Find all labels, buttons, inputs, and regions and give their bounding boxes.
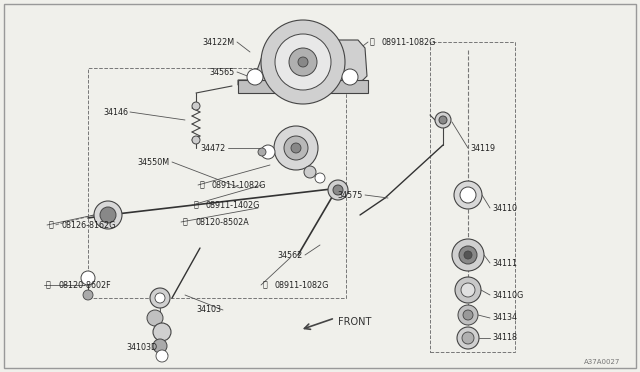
Circle shape: [261, 145, 275, 159]
Polygon shape: [238, 80, 368, 93]
Text: Ⓑ: Ⓑ: [183, 218, 188, 227]
Text: 08911-1082G: 08911-1082G: [212, 180, 266, 189]
Circle shape: [247, 69, 263, 85]
Circle shape: [261, 20, 345, 104]
Bar: [430, 42, 515, 352]
Circle shape: [156, 350, 168, 362]
Circle shape: [342, 69, 358, 85]
Text: 34550M: 34550M: [138, 157, 170, 167]
Text: Ⓝ: Ⓝ: [200, 180, 205, 189]
Circle shape: [455, 277, 481, 303]
Circle shape: [291, 143, 301, 153]
Circle shape: [192, 102, 200, 110]
Text: Ⓑ: Ⓑ: [49, 221, 54, 230]
Circle shape: [464, 251, 472, 259]
Circle shape: [461, 283, 475, 297]
Circle shape: [289, 48, 317, 76]
Text: Ⓝ: Ⓝ: [194, 201, 199, 209]
Text: 34118: 34118: [492, 334, 517, 343]
Text: 08911-1082G: 08911-1082G: [275, 280, 330, 289]
Circle shape: [304, 166, 316, 178]
Circle shape: [463, 310, 473, 320]
Circle shape: [150, 288, 170, 308]
Text: 34134: 34134: [492, 314, 517, 323]
Bar: [88, 68, 346, 298]
Circle shape: [258, 148, 266, 156]
Circle shape: [94, 201, 122, 229]
Circle shape: [439, 116, 447, 124]
Text: Ⓝ: Ⓝ: [370, 38, 375, 46]
Text: 08911-1402G: 08911-1402G: [206, 201, 260, 209]
Polygon shape: [238, 40, 367, 85]
Circle shape: [452, 239, 484, 271]
Text: 34565: 34565: [210, 67, 235, 77]
Circle shape: [462, 332, 474, 344]
Text: 34111: 34111: [492, 259, 517, 267]
Circle shape: [83, 290, 93, 300]
Text: 08120-8502A: 08120-8502A: [195, 218, 249, 227]
Circle shape: [274, 126, 318, 170]
Text: 34562: 34562: [278, 250, 303, 260]
Circle shape: [155, 293, 165, 303]
Text: 34472: 34472: [201, 144, 226, 153]
Circle shape: [100, 207, 116, 223]
Circle shape: [315, 173, 325, 183]
Circle shape: [298, 57, 308, 67]
Text: Ⓝ: Ⓝ: [263, 280, 268, 289]
Circle shape: [459, 246, 477, 264]
Circle shape: [435, 112, 451, 128]
Text: A37A0027: A37A0027: [584, 359, 620, 365]
Text: 34110G: 34110G: [492, 291, 524, 299]
Text: Ⓑ: Ⓑ: [46, 280, 51, 289]
Text: 34103D: 34103D: [127, 343, 158, 353]
Circle shape: [328, 180, 348, 200]
Circle shape: [454, 181, 482, 209]
Text: 34146: 34146: [103, 108, 128, 116]
Circle shape: [458, 305, 478, 325]
Text: 34575: 34575: [338, 190, 363, 199]
Circle shape: [284, 136, 308, 160]
Circle shape: [153, 339, 167, 353]
Circle shape: [192, 136, 200, 144]
Text: 34122M: 34122M: [203, 38, 235, 46]
Text: 08911-1082G: 08911-1082G: [382, 38, 436, 46]
Circle shape: [147, 310, 163, 326]
Text: 08120-8602F: 08120-8602F: [58, 280, 111, 289]
Text: 34103: 34103: [196, 305, 221, 314]
Text: FRONT: FRONT: [338, 317, 371, 327]
Circle shape: [153, 323, 171, 341]
Circle shape: [333, 185, 343, 195]
Text: 34119: 34119: [470, 144, 495, 153]
Text: 08126-8162G: 08126-8162G: [61, 221, 115, 230]
Text: 34110: 34110: [492, 203, 517, 212]
Circle shape: [457, 327, 479, 349]
Circle shape: [460, 187, 476, 203]
Circle shape: [81, 271, 95, 285]
Circle shape: [275, 34, 331, 90]
